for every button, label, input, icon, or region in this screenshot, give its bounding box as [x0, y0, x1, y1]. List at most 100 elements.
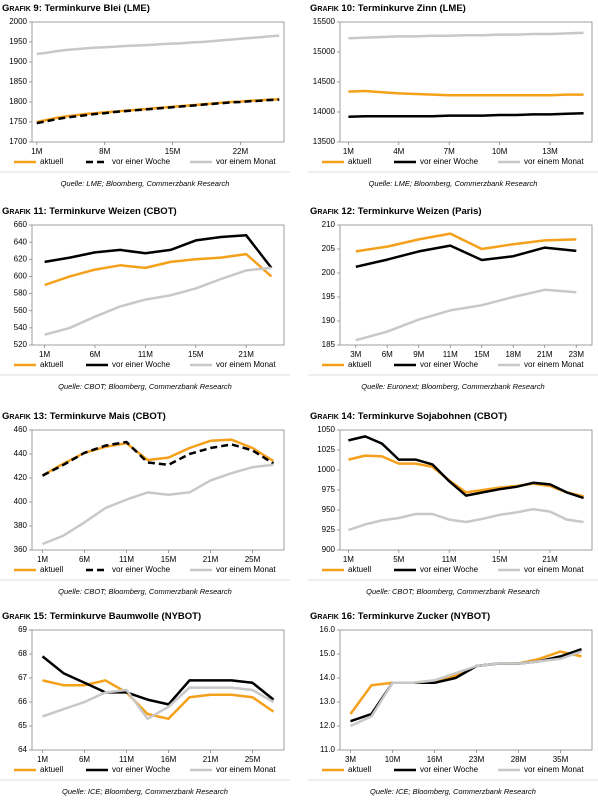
- legend-label: vor einer Woche: [420, 765, 479, 774]
- y-tick-label: 950: [322, 505, 336, 514]
- x-tick-label: 11M: [442, 555, 457, 564]
- x-tick-label: 10M: [492, 147, 508, 156]
- y-tick-label: 460: [14, 425, 28, 434]
- y-tick-label: 600: [14, 272, 28, 281]
- series-line: [348, 89, 584, 97]
- y-tick-label: 420: [14, 473, 28, 482]
- legend-label: aktuell: [40, 565, 63, 574]
- plot-frame: [339, 629, 593, 751]
- x-tick-label: 15M: [474, 350, 490, 359]
- plot-frame: [31, 224, 285, 346]
- series-line: [41, 438, 275, 477]
- y-tick-label: 14500: [313, 77, 336, 86]
- y-tick-label: 900: [322, 545, 336, 554]
- y-tick-label: 205: [322, 244, 336, 253]
- y-tick-label: 1800: [9, 97, 27, 106]
- y-tick-label: 13.0: [319, 697, 335, 706]
- chart-title-text: Terminkurve Mais (CBOT): [50, 411, 166, 422]
- x-tick-label: 25M: [245, 755, 261, 764]
- x-tick-label: 21M: [203, 755, 219, 764]
- chart-label: Grafik 14:: [310, 411, 355, 422]
- y-tick-label: 14000: [313, 107, 336, 116]
- legend-label: vor einer Woche: [420, 157, 479, 166]
- x-tick-label: 7M: [444, 147, 455, 156]
- chart-label: Grafik 12:: [310, 206, 355, 217]
- series-line: [348, 111, 584, 119]
- chart-panel: Grafik 14: Terminkurve Sojabohnen (CBOT)…: [308, 411, 598, 596]
- series-line: [349, 650, 582, 728]
- y-tick-label: 660: [14, 220, 28, 229]
- x-tick-label: 13M: [542, 147, 558, 156]
- series-line: [44, 266, 272, 336]
- legend-label: vor einer Woche: [112, 360, 171, 369]
- y-tick-label: 560: [14, 306, 28, 315]
- y-tick-label: 15.0: [319, 649, 335, 658]
- chart-title: Grafik 12: Terminkurve Weizen (Paris): [310, 206, 482, 217]
- x-tick-label: 28M: [511, 755, 527, 764]
- chart-label: Grafik 15:: [2, 611, 47, 622]
- x-tick-label: 5M: [393, 555, 404, 564]
- series-line: [44, 252, 273, 287]
- x-tick-label: 21M: [238, 350, 254, 359]
- series-line: [348, 31, 584, 40]
- x-tick-label: 11M: [119, 755, 134, 764]
- legend-label: vor einem Monat: [216, 360, 276, 369]
- legend-label: aktuell: [348, 360, 371, 369]
- legend-label: aktuell: [40, 765, 63, 774]
- x-tick-label: 16M: [427, 755, 443, 764]
- y-tick-label: 580: [14, 289, 28, 298]
- y-tick-label: 16.0: [319, 625, 335, 634]
- legend-label: vor einer Woche: [420, 565, 479, 574]
- source-note: Quelle: LME; Bloomberg, Commerzbank Rese…: [369, 179, 538, 188]
- x-tick-label: 9M: [413, 350, 424, 359]
- series-line: [42, 463, 274, 546]
- x-tick-label: 6M: [79, 555, 90, 564]
- x-tick-label: 3M: [350, 350, 361, 359]
- y-tick-label: 64: [18, 745, 27, 754]
- source-note: Quelle: ICE; Bloomberg, Commerzbank Rese…: [62, 787, 228, 796]
- chart-panel: Grafik 15: Terminkurve Baumwolle (NYBOT)…: [0, 611, 290, 796]
- chart-label: Grafik 16:: [310, 611, 355, 622]
- chart-panel: Grafik 11: Terminkurve Weizen (CBOT) 520 5…: [0, 206, 290, 391]
- source-note: Quelle: LME; Bloomberg, Commerzbank Rese…: [61, 179, 230, 188]
- x-tick-label: 18M: [505, 350, 521, 359]
- chart-title: Grafik 13: Terminkurve Mais (CBOT): [2, 411, 166, 422]
- chart-label: Grafik 10:: [310, 3, 355, 14]
- chart-title: Grafik 10: Terminkurve Zinn (LME): [310, 3, 466, 14]
- y-tick-label: 1050: [317, 425, 335, 434]
- x-tick-label: 11M: [138, 350, 153, 359]
- series-line: [355, 288, 577, 342]
- x-tick-label: 11M: [443, 350, 458, 359]
- x-tick-label: 16M: [161, 755, 177, 764]
- source-note: Quelle: ICE; Bloomberg, Commerzbank Rese…: [370, 787, 536, 796]
- chart-title-text: Terminkurve Blei (LME): [45, 3, 150, 14]
- chart-title: Grafik 15: Terminkurve Baumwolle (NYBOT): [2, 611, 201, 622]
- y-tick-label: 15000: [313, 47, 336, 56]
- x-tick-label: 6M: [79, 755, 90, 764]
- x-tick-label: 23M: [568, 350, 584, 359]
- chart-panel: Grafik 16: Terminkurve Zucker (NYBOT) 11.…: [308, 611, 598, 796]
- x-tick-label: 15M: [188, 350, 204, 359]
- series-line: [44, 234, 273, 269]
- source-note: Quelle: CBOT; Bloomberg, Commerzbank Res…: [366, 587, 540, 596]
- y-tick-label: 1950: [9, 37, 27, 46]
- x-tick-label: 1M: [37, 755, 48, 764]
- series-line: [348, 507, 584, 532]
- y-tick-label: 15500: [313, 17, 336, 26]
- legend-label: vor einer Woche: [112, 157, 171, 166]
- y-tick-label: 68: [18, 649, 27, 658]
- series-line: [348, 454, 584, 498]
- legend-label: vor einem Monat: [216, 157, 276, 166]
- y-tick-label: 1025: [317, 445, 335, 454]
- legend-label: aktuell: [348, 565, 371, 574]
- chart-title-text: Terminkurve Zucker (NYBOT): [358, 611, 490, 622]
- legend-label: vor einem Monat: [524, 765, 584, 774]
- chart-title: Grafik 9: Terminkurve Blei (LME): [2, 3, 150, 14]
- y-tick-label: 2000: [9, 17, 27, 26]
- x-tick-label: 4M: [393, 147, 404, 156]
- legend-label: vor einer Woche: [112, 765, 171, 774]
- x-tick-label: 15M: [492, 555, 508, 564]
- chart-label: Grafik 11:: [2, 206, 47, 217]
- x-tick-label: 6M: [382, 350, 393, 359]
- y-tick-label: 210: [322, 220, 336, 229]
